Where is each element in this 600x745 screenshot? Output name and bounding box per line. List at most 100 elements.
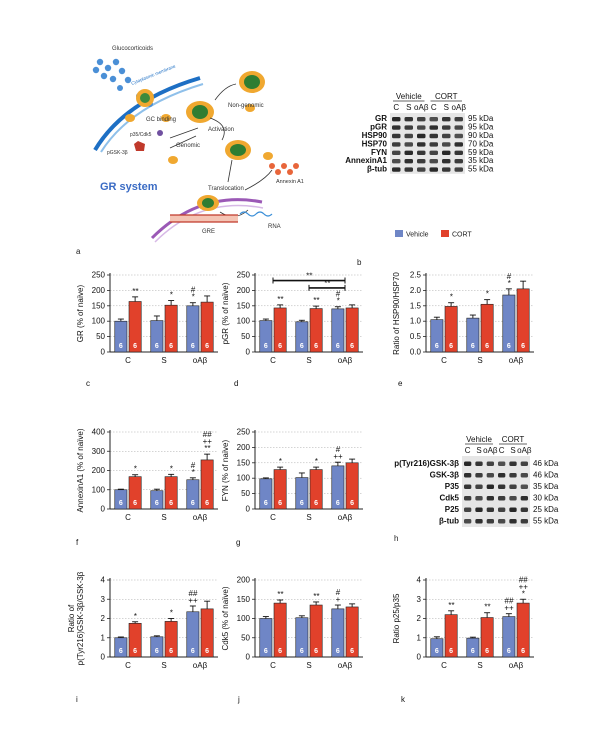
n-label: 6 [521, 343, 525, 350]
x-tick-label: C [125, 513, 131, 522]
x-tick-label: S [161, 661, 166, 670]
membrane-inner [100, 83, 204, 153]
lane-label: S [406, 103, 411, 112]
significance-mark: * [336, 297, 340, 306]
y-tick-label: 200 [237, 576, 251, 585]
lane-label: S [444, 103, 449, 112]
n-label: 6 [300, 648, 304, 655]
glucocorticoids-label: Glucocorticoids [112, 46, 153, 52]
blot-band [464, 519, 472, 524]
blot-band [509, 484, 517, 489]
significance-mark: ** [277, 295, 284, 304]
lane-label: oAβ [452, 103, 467, 112]
n-label: 6 [264, 343, 268, 350]
n-label: 6 [350, 343, 354, 350]
panel-label: i [76, 695, 78, 704]
blot-band [442, 117, 451, 122]
blot-row-label: pGR [370, 123, 387, 132]
significance-mark: # [336, 290, 341, 299]
blot-band [509, 461, 517, 466]
significance-mark: * [486, 290, 490, 299]
blot-band [404, 150, 413, 155]
blot-kda-label: 70 kDa [468, 139, 494, 148]
n-label: 6 [300, 343, 304, 350]
panel-h-label: h [394, 534, 398, 543]
blot-kda-label: 35 kDa [533, 482, 559, 491]
genomic-label: Genomic [176, 143, 200, 149]
blot-kda-label: 25 kDa [533, 505, 559, 514]
blot-band [475, 484, 483, 489]
y-tick-label: 2.0 [410, 286, 422, 295]
significance-mark: ++ [333, 452, 343, 461]
significance-mark: * [279, 457, 283, 466]
significance-mark: # [336, 588, 341, 597]
n-label: 6 [155, 343, 159, 350]
group-label: Vehicle [466, 435, 492, 444]
x-tick-label: S [306, 513, 311, 522]
y-tick-label: 2.5 [410, 271, 422, 280]
lane-label: C [465, 446, 471, 455]
annexin-label: Annexin A1 [276, 179, 304, 185]
blot-band [509, 473, 517, 478]
blot-band [509, 507, 517, 512]
n-label: 6 [119, 500, 123, 507]
x-tick-label: S [161, 513, 166, 522]
x-tick-label: oAβ [338, 661, 353, 670]
x-tick-label: oAβ [193, 661, 208, 670]
y-axis-label: Ratio of [67, 604, 76, 632]
blot-band [417, 159, 426, 164]
group-label: Vehicle [396, 92, 422, 101]
blot-band [442, 133, 451, 139]
rna-icon [239, 211, 273, 217]
blot-band [404, 125, 413, 130]
blot-band [417, 142, 426, 147]
n-label: 6 [155, 648, 159, 655]
blot-band [404, 167, 413, 172]
significance-mark: ++ [504, 604, 514, 613]
y-tick-label: 100 [237, 614, 251, 623]
blot-band [520, 473, 528, 478]
y-tick-label: 3 [417, 595, 422, 604]
x-tick-label: C [441, 356, 447, 365]
n-label: 6 [155, 500, 159, 507]
blot-band [404, 142, 413, 147]
x-tick-label: oAβ [338, 513, 353, 522]
blot-row-label: β-tub [367, 165, 387, 174]
n-label: 6 [205, 500, 209, 507]
blot-band [417, 133, 426, 139]
panel-label: j [237, 695, 240, 704]
significance-mark: * [170, 464, 174, 473]
y-tick-label: 100 [237, 317, 251, 326]
significance-mark: ++ [518, 582, 528, 591]
n-label: 6 [521, 648, 525, 655]
blot-band [454, 142, 463, 147]
panel-label: f [76, 538, 79, 547]
significance-mark: ++ [202, 437, 212, 446]
x-tick-label: oAβ [509, 661, 524, 670]
n-label: 6 [191, 343, 195, 350]
blot-band [442, 125, 451, 130]
chart-e: e 0.0 0.5 1.0 1.5 2.0 2.5 Ratio of HSP90/HSP70 C… [392, 271, 534, 388]
p35-cdk5-icon [157, 130, 163, 136]
blot-row-label: HSP90 [362, 131, 388, 140]
y-tick-label: 250 [237, 428, 251, 437]
blot-band [417, 167, 426, 172]
x-tick-label: C [441, 661, 447, 670]
blot-band [429, 117, 438, 122]
blot-band [442, 159, 451, 164]
blot-band [392, 167, 401, 172]
significance-mark: * [191, 293, 195, 302]
blot-band [454, 167, 463, 172]
blot-band [454, 133, 463, 139]
n-label: 6 [314, 343, 318, 350]
lane-label: oAβ [517, 446, 532, 455]
panel-label: g [236, 538, 240, 547]
x-tick-label: C [125, 356, 131, 365]
legend-cort-swatch [441, 230, 449, 237]
n-label: 6 [169, 500, 173, 507]
x-tick-label: C [270, 356, 276, 365]
blot-band [429, 142, 438, 147]
